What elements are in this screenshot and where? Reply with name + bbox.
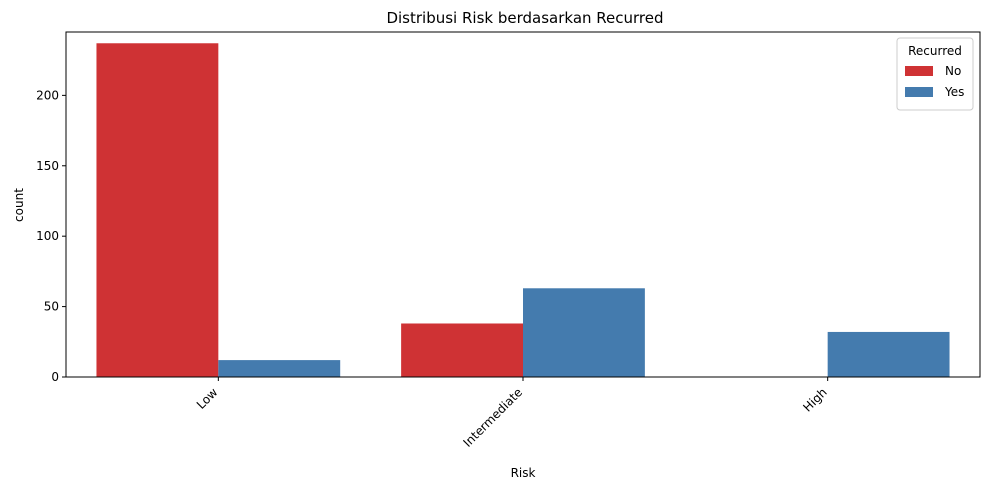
x-tick-label-high: High xyxy=(800,385,829,414)
y-axis: 0 50 100 150 200 xyxy=(36,88,66,384)
bar-no-low xyxy=(96,43,219,377)
legend-swatch-yes xyxy=(905,87,933,97)
y-tick-label-100: 100 xyxy=(36,229,59,243)
bar-yes-low xyxy=(218,360,341,377)
legend-title: Recurred xyxy=(908,44,962,58)
legend: Recurred No Yes xyxy=(896,37,974,111)
x-tick-label-low: Low xyxy=(194,385,221,412)
legend-swatch-no xyxy=(905,66,933,76)
y-tick-label-200: 200 xyxy=(36,88,59,102)
legend-label-no: No xyxy=(945,64,961,78)
y-tick-label-150: 150 xyxy=(36,159,59,173)
bar-no-intermediate xyxy=(401,323,523,377)
y-tick-label-50: 50 xyxy=(44,300,59,314)
bars-group xyxy=(96,43,950,377)
bar-yes-high xyxy=(827,331,950,377)
y-axis-label: count xyxy=(12,188,26,222)
bar-yes-intermediate xyxy=(523,288,645,377)
chart-title: Distribusi Risk berdasarkan Recurred xyxy=(386,9,663,27)
legend-label-yes: Yes xyxy=(944,85,964,99)
x-axis: Low Intermediate High xyxy=(194,377,830,450)
x-axis-label: Risk xyxy=(511,466,536,480)
y-tick-label-0: 0 xyxy=(51,370,59,384)
x-tick-label-intermediate: Intermediate xyxy=(460,385,525,450)
